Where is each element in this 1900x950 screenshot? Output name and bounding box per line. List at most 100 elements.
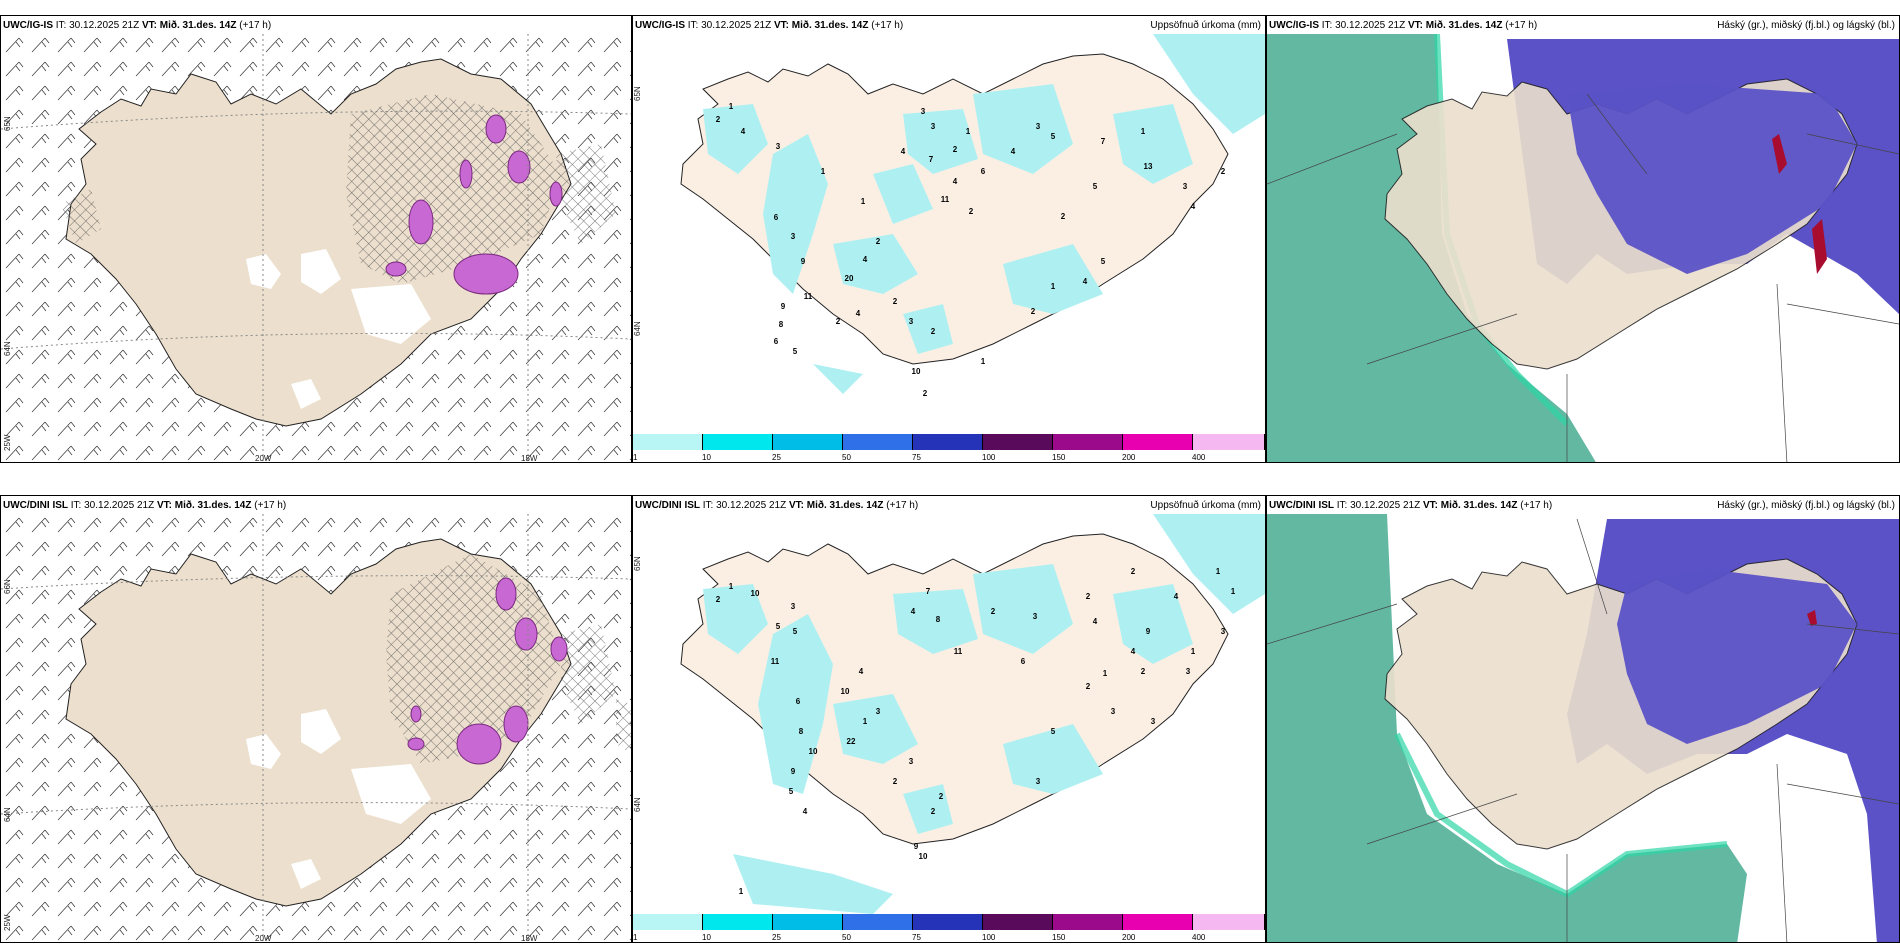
colorbar-swatch	[703, 434, 773, 450]
svg-text:5: 5	[776, 622, 781, 631]
svg-text:5: 5	[1093, 182, 1098, 191]
svg-text:3: 3	[791, 232, 796, 241]
svg-text:9: 9	[914, 842, 919, 851]
colorbar-label: 100	[982, 933, 996, 942]
svg-text:20: 20	[845, 274, 854, 283]
svg-text:3: 3	[1111, 707, 1116, 716]
svg-text:2: 2	[931, 807, 936, 816]
low-cloud-area	[1267, 514, 1747, 942]
colorbar-label: 25	[772, 453, 781, 462]
svg-text:2: 2	[969, 207, 974, 216]
svg-text:3: 3	[1221, 627, 1226, 636]
panel-header: UWC/IG-IS IT: 30.12.2025 21Z VT: Mið. 31…	[635, 20, 904, 31]
svg-text:4: 4	[856, 309, 861, 318]
svg-text:8: 8	[936, 615, 941, 624]
colorbar-swatch	[773, 434, 843, 450]
svg-text:4: 4	[911, 607, 916, 616]
svg-text:2: 2	[1061, 212, 1066, 221]
svg-text:3: 3	[876, 707, 881, 716]
lat-label-top: 65N	[633, 86, 642, 101]
colorbar-swatch	[913, 434, 983, 450]
svg-text:1: 1	[739, 887, 744, 896]
colorbar-swatch	[633, 914, 703, 930]
lat-label-top: 65N	[633, 556, 642, 571]
svg-text:2: 2	[1141, 667, 1146, 676]
svg-text:3: 3	[909, 317, 914, 326]
svg-text:7: 7	[929, 155, 934, 164]
colorbar-swatch	[1053, 914, 1123, 930]
colorbar-swatch	[913, 914, 983, 930]
colorbar-swatch	[1123, 914, 1193, 930]
svg-text:9: 9	[801, 257, 806, 266]
colorbar-label: 150	[1052, 933, 1066, 942]
svg-text:3: 3	[931, 122, 936, 131]
svg-text:11: 11	[954, 647, 963, 656]
svg-text:2: 2	[893, 777, 898, 786]
svg-text:4: 4	[1093, 617, 1098, 626]
colorbar-swatch	[843, 914, 913, 930]
svg-text:2: 2	[991, 607, 996, 616]
iceland-land	[680, 53, 1229, 365]
svg-text:8: 8	[799, 727, 804, 736]
svg-text:6: 6	[796, 697, 801, 706]
panel-header: UWC/DINI ISL IT: 30.12.2025 21Z VT: Mið.…	[635, 500, 919, 511]
colorbar-label: 1	[633, 933, 638, 942]
panel-header: UWC/DINI ISL IT: 30.12.2025 21Z VT: Mið.…	[1269, 500, 1553, 511]
lat-label-top: 65N	[3, 116, 12, 131]
panel-header: UWC/IG-IS IT: 30.12.2025 21Z VT: Mið. 31…	[1269, 20, 1538, 31]
svg-text:4: 4	[1191, 202, 1196, 211]
colorbar-label: 50	[842, 933, 851, 942]
svg-text:4: 4	[901, 147, 906, 156]
colorbar-label: 1	[633, 453, 638, 462]
svg-text:2: 2	[893, 297, 898, 306]
precip-panel-row1: UWC/IG-IS IT: 30.12.2025 21Z VT: Mið. 31…	[632, 15, 1266, 463]
svg-text:10: 10	[912, 367, 921, 376]
svg-text:3: 3	[1151, 717, 1156, 726]
svg-text:11: 11	[771, 657, 780, 666]
cloud-title: Háský (gr.), miðský (fj.bl.) og lágský (…	[1717, 20, 1895, 31]
svg-text:3: 3	[1036, 777, 1041, 786]
svg-text:10: 10	[751, 589, 760, 598]
colorbar-label: 10	[702, 933, 711, 942]
svg-text:2: 2	[931, 327, 936, 336]
colorbar-swatch	[703, 914, 773, 930]
svg-text:4: 4	[1174, 592, 1179, 601]
svg-text:2: 2	[836, 317, 841, 326]
precip-values: 1 2 4 3 1 3 3 1 4 2 6 7 4 11 2 3 5 7 1 1…	[716, 102, 1226, 398]
svg-text:10: 10	[919, 852, 928, 861]
lat-label-mid: 64N	[3, 341, 12, 356]
svg-text:2: 2	[923, 389, 928, 398]
precip-colorbar-row2: 1 10 25 50 75 100 150 200 400	[633, 914, 1265, 942]
graticule	[1, 514, 631, 942]
precip-title: Uppsöfnuð úrkoma (mm)	[1150, 500, 1261, 511]
colorbar-label: 200	[1122, 453, 1136, 462]
wind-mixed-panel-row2: UWC/DINI ISL IT: 30.12.2025 21Z VT: Mið.…	[0, 495, 632, 943]
svg-text:4: 4	[863, 255, 868, 264]
svg-text:9: 9	[791, 767, 796, 776]
colorbar-label: 50	[842, 453, 851, 462]
svg-text:4: 4	[1011, 147, 1016, 156]
lat-label-bottom: 25W	[3, 434, 12, 451]
graticule	[1267, 518, 1899, 942]
svg-text:7: 7	[926, 587, 931, 596]
svg-text:3: 3	[1183, 182, 1188, 191]
cloud-map-row2	[1267, 514, 1899, 942]
precip-values: 1 2 10 5 3 11 5 7 4 8 11 2 3 6 2 4 9 10 …	[716, 567, 1236, 896]
lon-label-right: 15W	[521, 454, 538, 463]
svg-text:4: 4	[953, 177, 958, 186]
cloud-panel-row1: UWC/IG-IS IT: 30.12.2025 21Z VT: Mið. 31…	[1266, 15, 1900, 463]
lon-label-left: 20W	[255, 454, 272, 463]
svg-text:10: 10	[809, 747, 818, 756]
precip-map-row1: 1 2 4 3 1 3 3 1 4 2 6 7 4 11 2 3 5 7 1 1…	[680, 34, 1265, 398]
svg-text:4: 4	[1083, 277, 1088, 286]
precip-colorbar-row1: 1 10 25 50 75 100 150 200 400	[633, 434, 1265, 462]
svg-text:2: 2	[716, 595, 721, 604]
colorbar-label: 150	[1052, 453, 1066, 462]
svg-text:2: 2	[716, 115, 721, 124]
colorbar-swatch	[843, 434, 913, 450]
svg-text:6: 6	[1021, 657, 1026, 666]
lat-label-mid: 64N	[633, 321, 642, 336]
svg-text:2: 2	[939, 792, 944, 801]
svg-text:2: 2	[1031, 307, 1036, 316]
svg-text:5: 5	[1051, 727, 1056, 736]
